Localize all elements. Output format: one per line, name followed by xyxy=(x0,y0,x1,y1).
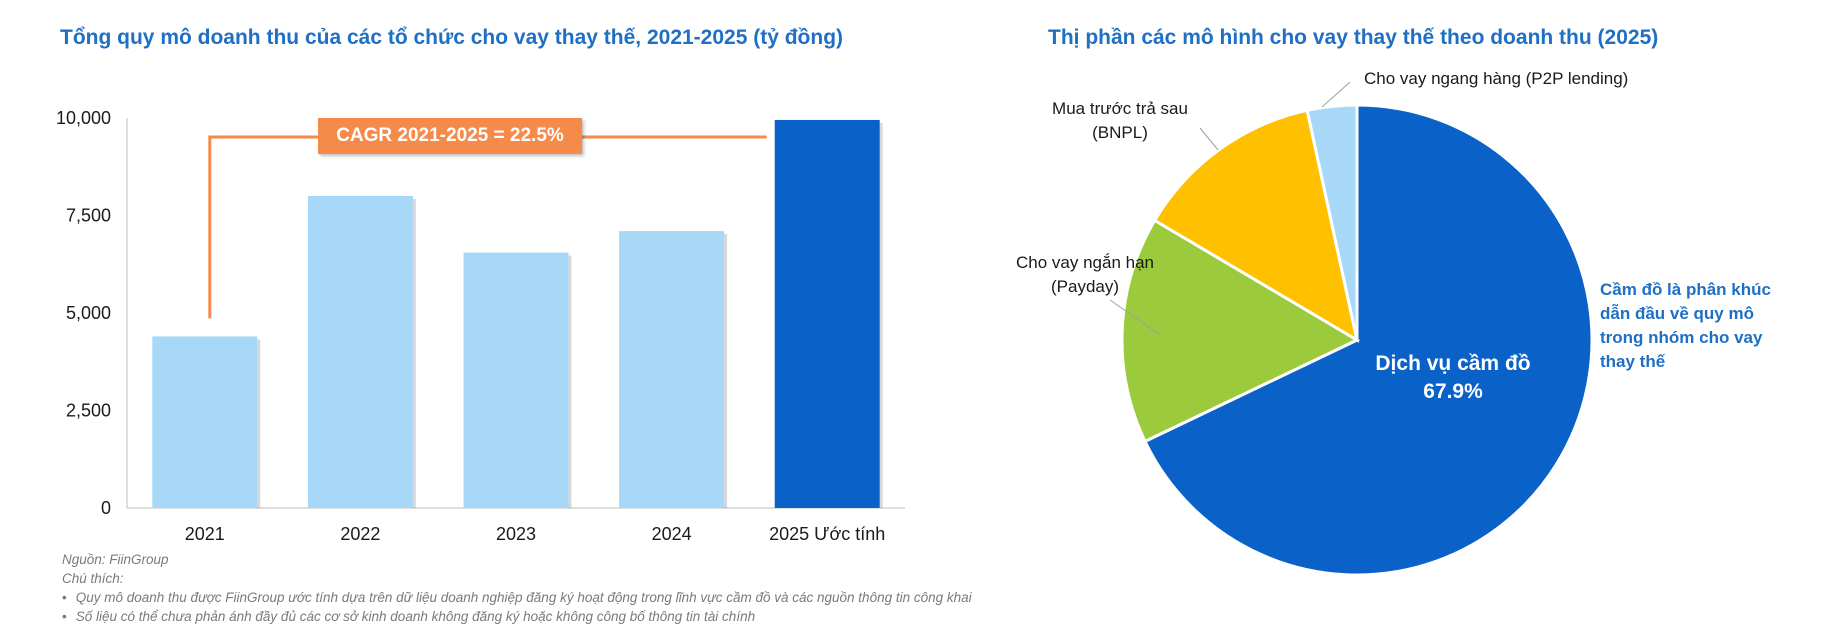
y-tick-label: 5,000 xyxy=(66,303,111,323)
bar-2025 xyxy=(774,119,880,508)
bar-2021 xyxy=(152,336,258,508)
cagr-annotation: CAGR 2021-2025 = 22.5% xyxy=(318,118,582,154)
footnotes: Nguồn: FiinGroup Chú thích: Quy mô doanh… xyxy=(62,550,972,626)
bar-2023 xyxy=(463,252,569,508)
y-tick-label: 10,000 xyxy=(56,108,111,128)
x-category-label: 2022 xyxy=(340,524,380,544)
notes-label: Chú thích: xyxy=(62,571,124,586)
x-category-label: 2023 xyxy=(496,524,536,544)
y-tick-label: 7,500 xyxy=(66,206,111,226)
bar-chart-title: Tổng quy mô doanh thu của các tổ chức ch… xyxy=(60,26,844,49)
source-note: Nguồn: FiinGroup xyxy=(62,552,169,567)
pie-slice xyxy=(1305,103,1359,341)
pie-slice-label: Cho vay ngang hàng (P2P lending) xyxy=(1364,69,1628,88)
y-tick-label: 2,500 xyxy=(66,401,111,421)
y-tick-label: 0 xyxy=(101,498,111,518)
pie-slice xyxy=(1152,108,1360,344)
note-item: Số liệu có thể chưa phản ánh đầy đủ các … xyxy=(62,607,972,626)
pie-slice-label: Dịch vụ cầm đồ xyxy=(1375,352,1530,375)
pie-slice xyxy=(1142,103,1594,577)
pie-leader-line xyxy=(1321,81,1351,108)
pie-leader-line xyxy=(1199,127,1219,151)
bar-2022 xyxy=(307,196,413,508)
bar-2024 xyxy=(619,231,725,508)
pie-slice-label: Cho vay ngắn hạn (Payday) xyxy=(1016,253,1154,296)
pie-slice-label: Mua trước trả sau (BNPL) xyxy=(1052,99,1188,142)
pie-slice-value-label: 67.9% xyxy=(1423,380,1483,403)
x-category-label: 2021 xyxy=(185,524,225,544)
x-category-label: 2025 Ước tính xyxy=(769,524,885,544)
bar-chart: 0 2,500 5,000 7,500 10,000 2021 2022 2023 2024 20… xyxy=(56,108,905,544)
pie-callout-text: Cầm đồ là phân khúc dẫn đầu về quy mô tr… xyxy=(1600,280,1771,371)
pie-slice xyxy=(1120,218,1361,444)
note-item: Quy mô doanh thu được FiinGroup ước tính… xyxy=(62,588,972,607)
pie-chart-title: Thị phần các mô hình cho vay thay thế th… xyxy=(1048,26,1659,49)
x-category-label: 2024 xyxy=(652,524,692,544)
pie-leader-line xyxy=(1109,299,1161,336)
